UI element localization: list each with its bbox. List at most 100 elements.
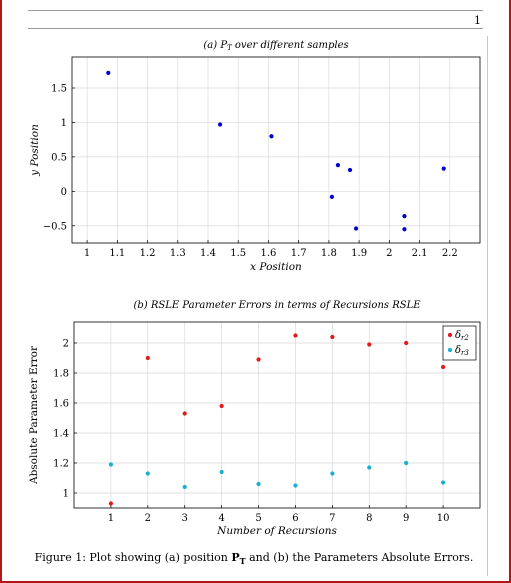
chart-a-xtick-label: 1.9 [351, 248, 367, 259]
chart-a-ytick-label: 0 [61, 187, 67, 198]
chart-a-positions: (a) PT over different samples 1 1.1 1.2 1.3 1… [29, 40, 481, 273]
chart-b-ytick-label: 1.6 [53, 399, 69, 410]
chart-a-xtick-label: 1.5 [230, 248, 246, 259]
chart-a-xtick-label: 1.3 [170, 248, 186, 259]
chart-b-xtick-label: 8 [366, 513, 372, 524]
chart-b-legend-marker [447, 347, 453, 353]
chart-a-point [353, 226, 359, 231]
chart-a-point [329, 194, 335, 199]
page-number: 1 [474, 14, 481, 27]
chart-a-ytick-label: 1 [61, 118, 67, 129]
chart-b-ytick-label: 1.8 [53, 369, 69, 380]
chart-b-point-series-2 [108, 462, 114, 467]
chart-b-legend-label-subscript: r2 [461, 334, 469, 342]
chart-b-plot-frame [73, 321, 481, 509]
chart-b-point-series-2 [330, 471, 335, 476]
page-border-left [0, 0, 2, 583]
margin-rule [487, 36, 488, 576]
chart-b-point-series-2 [404, 460, 409, 466]
chart-b-xlabel: Number of Recursions [216, 525, 337, 537]
chart-a-plot-frame [71, 56, 481, 244]
chart-a-xtick-label: 2.1 [412, 248, 428, 259]
chart-a-title: (a) PT over different samples [203, 40, 348, 52]
chart-a-title-symbol: P [219, 40, 227, 51]
chart-b-point-series-2 [367, 465, 372, 470]
chart-b-point-series-1 [367, 342, 372, 347]
chart-b-legend-label-symbol: δ [455, 345, 461, 356]
chart-b-xtick-label: 6 [292, 513, 298, 524]
figure-caption: Figure 1: Plot showing (a) position PT a… [24, 551, 484, 566]
chart-b-xtick-label: 7 [329, 513, 335, 524]
chart-b-ylabel: Absolute Parameter Error [28, 345, 40, 485]
chart-a-point [335, 163, 341, 168]
chart-b-point-series-1 [219, 403, 224, 409]
chart-b-point-series-1 [108, 501, 114, 506]
header-rule-bottom [28, 28, 483, 29]
chart-a-point [106, 70, 111, 75]
chart-b-legend-label: δr2 [455, 330, 469, 342]
chart-b-point-series-1 [404, 340, 409, 346]
chart-a-xtick-label: 1.2 [140, 248, 156, 259]
chart-a-xtick-label: 1.1 [109, 248, 125, 259]
caption-prefix: Figure 1: Plot showing (a) position [34, 551, 232, 564]
chart-b-point-series-1 [182, 411, 187, 416]
chart-b-legend-label-symbol: δ [455, 330, 461, 341]
chart-a-ylabel: y Position [29, 124, 41, 177]
chart-b-point-series-2 [219, 469, 224, 475]
chart-a-title-subscript: T [227, 44, 233, 52]
caption-symbol-subscript: T [239, 556, 246, 567]
chart-b-ytick-label: 1.2 [53, 459, 69, 470]
chart-b-legend-label-subscript: r3 [461, 349, 469, 357]
chart-b-legend-label: δr3 [455, 345, 469, 357]
chart-b-ytick-label: 1 [63, 489, 69, 500]
chart-b-point-series-2 [440, 480, 446, 485]
page-border-right [509, 0, 511, 583]
chart-b-xtick-label: 2 [145, 513, 151, 524]
chart-a-point [347, 167, 353, 173]
chart-b-point-series-1 [330, 334, 335, 340]
chart-b-xtick-label: 10 [437, 513, 450, 524]
chart-a-ytick-label: 0.5 [51, 152, 67, 163]
chart-a-xtick-label: 1.7 [291, 248, 307, 259]
chart-b-ytick-label: 2 [63, 339, 69, 350]
chart-a-xtick-label: 1 [84, 248, 90, 259]
chart-b-ytick-label: 1.4 [53, 429, 69, 440]
chart-b-legend-marker [447, 332, 453, 338]
page-border-bottom [0, 581, 511, 583]
chart-a-point [402, 214, 407, 219]
chart-b-point-series-1 [440, 364, 446, 370]
chart-b-point-series-1 [145, 355, 150, 361]
chart-a-title-prefix: (a) [203, 40, 220, 51]
chart-a-ytick-label: 1.5 [51, 84, 67, 95]
chart-a-point [217, 122, 223, 127]
chart-b-errors: (b) RSLE Parameter Errors in terms of Re… [28, 300, 481, 537]
chart-b-point-series-2 [256, 481, 261, 487]
chart-a-title-suffix: over different samples [232, 40, 349, 51]
chart-a-point [441, 166, 446, 171]
chart-a-xtick-label: 1.8 [321, 248, 337, 259]
caption-suffix: and (b) the Parameters Absolute Errors. [245, 551, 474, 564]
chart-b-point-series-2 [145, 471, 150, 476]
chart-a-xtick-label: 2.2 [442, 248, 458, 259]
chart-b-xtick-label: 3 [182, 513, 188, 524]
chart-b-point-series-1 [293, 333, 298, 338]
chart-b-xtick-label: 5 [255, 513, 261, 524]
chart-b-point-series-2 [182, 484, 187, 490]
header-rule-top [28, 10, 483, 11]
chart-b-xtick-label: 4 [218, 513, 224, 524]
chart-b-xtick-label: 1 [108, 513, 114, 524]
chart-a-ytick-label: −0.5 [43, 221, 67, 232]
chart-a-xlabel: x Position [250, 261, 302, 273]
chart-b-point-series-2 [293, 483, 298, 488]
chart-b-point-series-1 [256, 357, 261, 362]
chart-a-xtick-label: 1.6 [260, 248, 276, 259]
chart-b-title: (b) RSLE Parameter Errors in terms of Re… [133, 300, 421, 311]
chart-b-legend-frame [442, 325, 477, 361]
chart-a-xtick-label: 1.4 [200, 248, 216, 259]
chart-b-xtick-label: 9 [403, 513, 409, 524]
chart-a-point [269, 134, 274, 139]
chart-a-point [402, 227, 407, 232]
chart-a-xtick-label: 2 [386, 248, 392, 259]
